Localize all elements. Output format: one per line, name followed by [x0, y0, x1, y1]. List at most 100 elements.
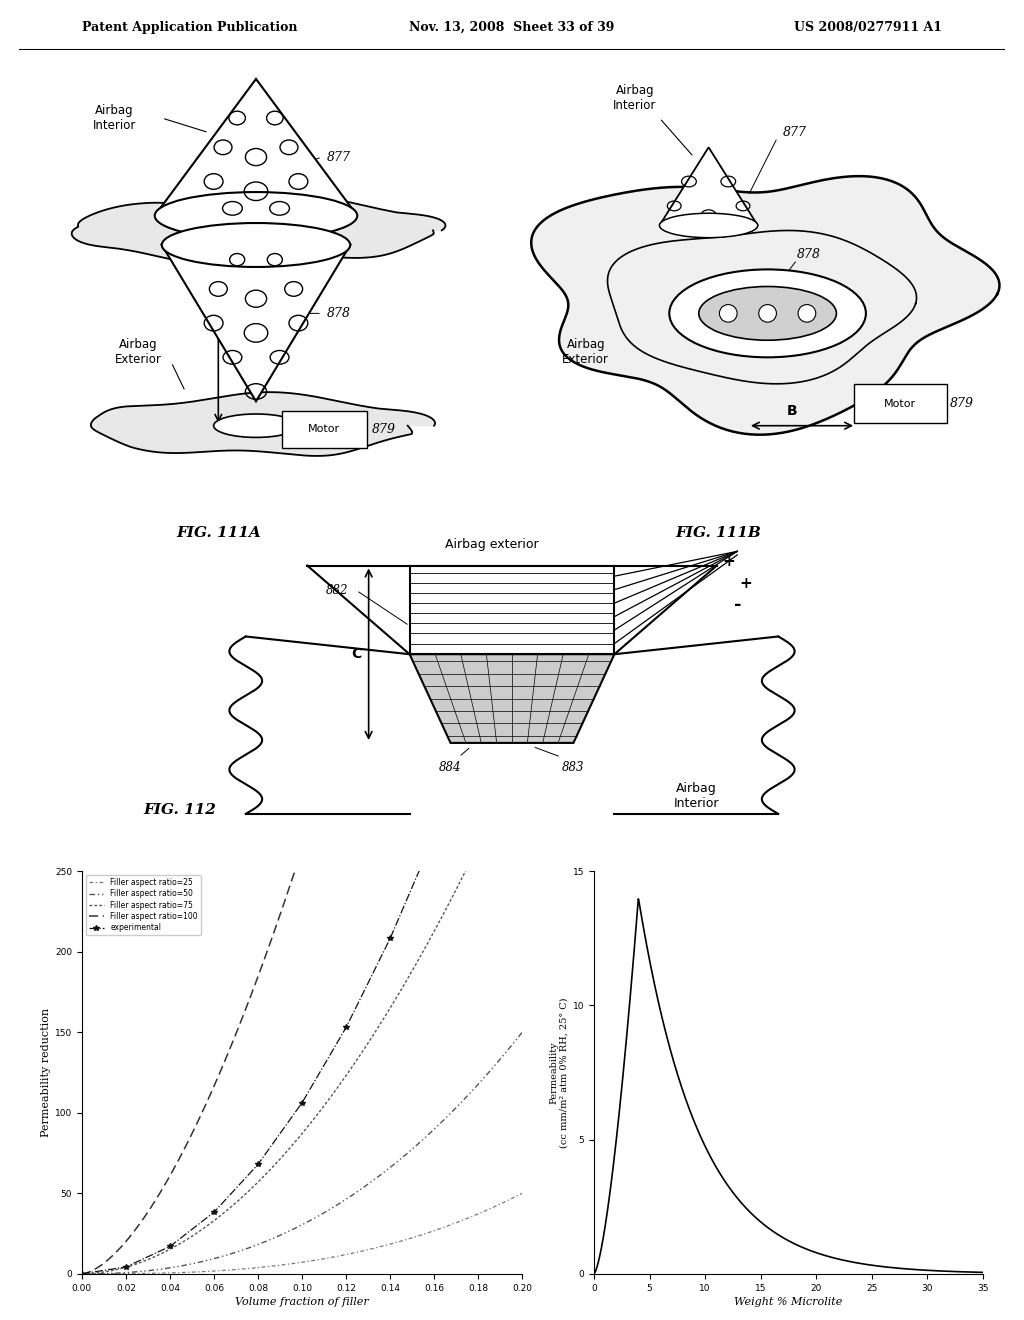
Ellipse shape: [670, 269, 866, 358]
Filler aspect ratio=50: [436, 1113, 449, 1129]
Filler aspect ratio=25: [76, 1266, 88, 1282]
X-axis label: Volume fraction of filler: Volume fraction of filler: [236, 1296, 369, 1307]
Text: US 2008/0277911 A1: US 2008/0277911 A1: [794, 21, 942, 34]
Line: Filler aspect ratio=25: Filler aspect ratio=25: [82, 1193, 522, 1274]
Legend: Filler aspect ratio=25, Filler aspect ratio=50, Filler aspect ratio=75, Filler a: Filler aspect ratio=25, Filler aspect ra…: [86, 875, 201, 936]
Filler aspect ratio=75: [288, 1135, 300, 1151]
Filler aspect ratio=75: [314, 1104, 327, 1119]
Filler aspect ratio=25: [288, 1255, 300, 1271]
Circle shape: [798, 305, 816, 322]
Filler aspect ratio=25: [314, 1251, 327, 1267]
Text: B: B: [786, 404, 798, 418]
Filler aspect ratio=50: [516, 1024, 528, 1040]
Filler aspect ratio=75: [516, 742, 528, 758]
Text: FIG. 112: FIG. 112: [143, 804, 216, 817]
Filler aspect ratio=75: [338, 1071, 350, 1086]
Text: Airbag
Interior: Airbag Interior: [93, 104, 136, 132]
Text: 877: 877: [782, 127, 806, 139]
Ellipse shape: [155, 193, 357, 239]
experimental: [208, 1204, 220, 1220]
Text: +: +: [723, 554, 735, 569]
experimental: [340, 1019, 352, 1035]
Text: FIG. 111A: FIG. 111A: [176, 527, 261, 540]
Polygon shape: [659, 148, 758, 226]
Text: Motor: Motor: [885, 399, 916, 409]
Text: FIG. 111B: FIG. 111B: [676, 527, 761, 540]
Text: -: -: [733, 595, 741, 614]
Polygon shape: [72, 195, 445, 265]
Filler aspect ratio=50: [338, 1193, 350, 1209]
Ellipse shape: [218, 218, 294, 243]
Filler aspect ratio=75: [506, 766, 518, 781]
Filler aspect ratio=50: [288, 1221, 300, 1237]
Text: Airbag
Interior: Airbag Interior: [674, 783, 719, 810]
Filler aspect ratio=25: [436, 1220, 449, 1236]
Line: Filler aspect ratio=100: Filler aspect ratio=100: [82, 0, 522, 1274]
Ellipse shape: [214, 414, 298, 437]
Ellipse shape: [659, 214, 758, 238]
Polygon shape: [155, 79, 357, 215]
Text: Airbag
Interior: Airbag Interior: [613, 84, 656, 112]
Line: Filler aspect ratio=75: Filler aspect ratio=75: [82, 750, 522, 1274]
Line: experimental: experimental: [79, 586, 525, 1276]
FancyBboxPatch shape: [854, 384, 947, 424]
Filler aspect ratio=25: [285, 1255, 297, 1271]
Polygon shape: [410, 655, 614, 743]
Text: Motor: Motor: [308, 424, 340, 434]
experimental: [76, 1266, 88, 1282]
Text: Airbag exterior: Airbag exterior: [444, 537, 539, 550]
Text: 877: 877: [327, 150, 350, 164]
experimental: [472, 711, 484, 727]
Filler aspect ratio=50: [314, 1206, 327, 1222]
Polygon shape: [531, 176, 999, 434]
Circle shape: [759, 305, 776, 322]
Text: 884: 884: [439, 760, 462, 774]
Filler aspect ratio=100: [436, 329, 449, 345]
Ellipse shape: [698, 286, 837, 341]
Text: Airbag
Exterior: Airbag Exterior: [115, 338, 162, 367]
Text: +: +: [739, 576, 752, 591]
X-axis label: Weight % Microlite: Weight % Microlite: [734, 1296, 843, 1307]
Filler aspect ratio=75: [285, 1139, 297, 1155]
Y-axis label: Permeability reduction: Permeability reduction: [41, 1008, 51, 1137]
experimental: [120, 1259, 132, 1275]
Filler aspect ratio=100: [338, 705, 350, 721]
FancyBboxPatch shape: [282, 411, 367, 447]
Text: Airbag
Exterior: Airbag Exterior: [562, 338, 609, 367]
Text: Nov. 13, 2008  Sheet 33 of 39: Nov. 13, 2008 Sheet 33 of 39: [410, 21, 614, 34]
Text: 883: 883: [562, 760, 585, 774]
Bar: [410, 565, 614, 655]
Filler aspect ratio=100: [76, 1266, 88, 1282]
Polygon shape: [162, 246, 350, 401]
Filler aspect ratio=50: [506, 1038, 518, 1053]
Filler aspect ratio=50: [76, 1266, 88, 1282]
Filler aspect ratio=25: [516, 1185, 528, 1201]
Line: Filler aspect ratio=50: Filler aspect ratio=50: [82, 1032, 522, 1274]
Filler aspect ratio=100: [285, 874, 297, 890]
Ellipse shape: [162, 223, 350, 267]
Text: A: A: [227, 323, 239, 338]
experimental: [384, 931, 396, 946]
Filler aspect ratio=75: [436, 907, 449, 923]
Text: C: C: [351, 647, 361, 661]
Filler aspect ratio=100: [288, 866, 300, 882]
experimental: [428, 828, 440, 843]
Text: 879: 879: [372, 422, 395, 436]
Text: 878: 878: [327, 306, 350, 319]
Circle shape: [720, 305, 737, 322]
Filler aspect ratio=75: [76, 1266, 88, 1282]
Polygon shape: [91, 392, 435, 455]
Filler aspect ratio=50: [285, 1222, 297, 1238]
Y-axis label: Permeability
(cc mm/m² atm 0% RH, 25° C): Permeability (cc mm/m² atm 0% RH, 25° C): [549, 997, 568, 1148]
Filler aspect ratio=25: [506, 1191, 518, 1206]
Text: 878: 878: [797, 248, 821, 261]
Text: Patent Application Publication: Patent Application Publication: [82, 21, 297, 34]
experimental: [296, 1094, 308, 1110]
Filler aspect ratio=25: [338, 1247, 350, 1263]
Text: 882: 882: [326, 583, 348, 597]
experimental: [516, 581, 528, 597]
Filler aspect ratio=100: [506, 26, 518, 42]
experimental: [164, 1238, 176, 1254]
experimental: [252, 1156, 264, 1172]
Text: 879: 879: [949, 397, 974, 411]
